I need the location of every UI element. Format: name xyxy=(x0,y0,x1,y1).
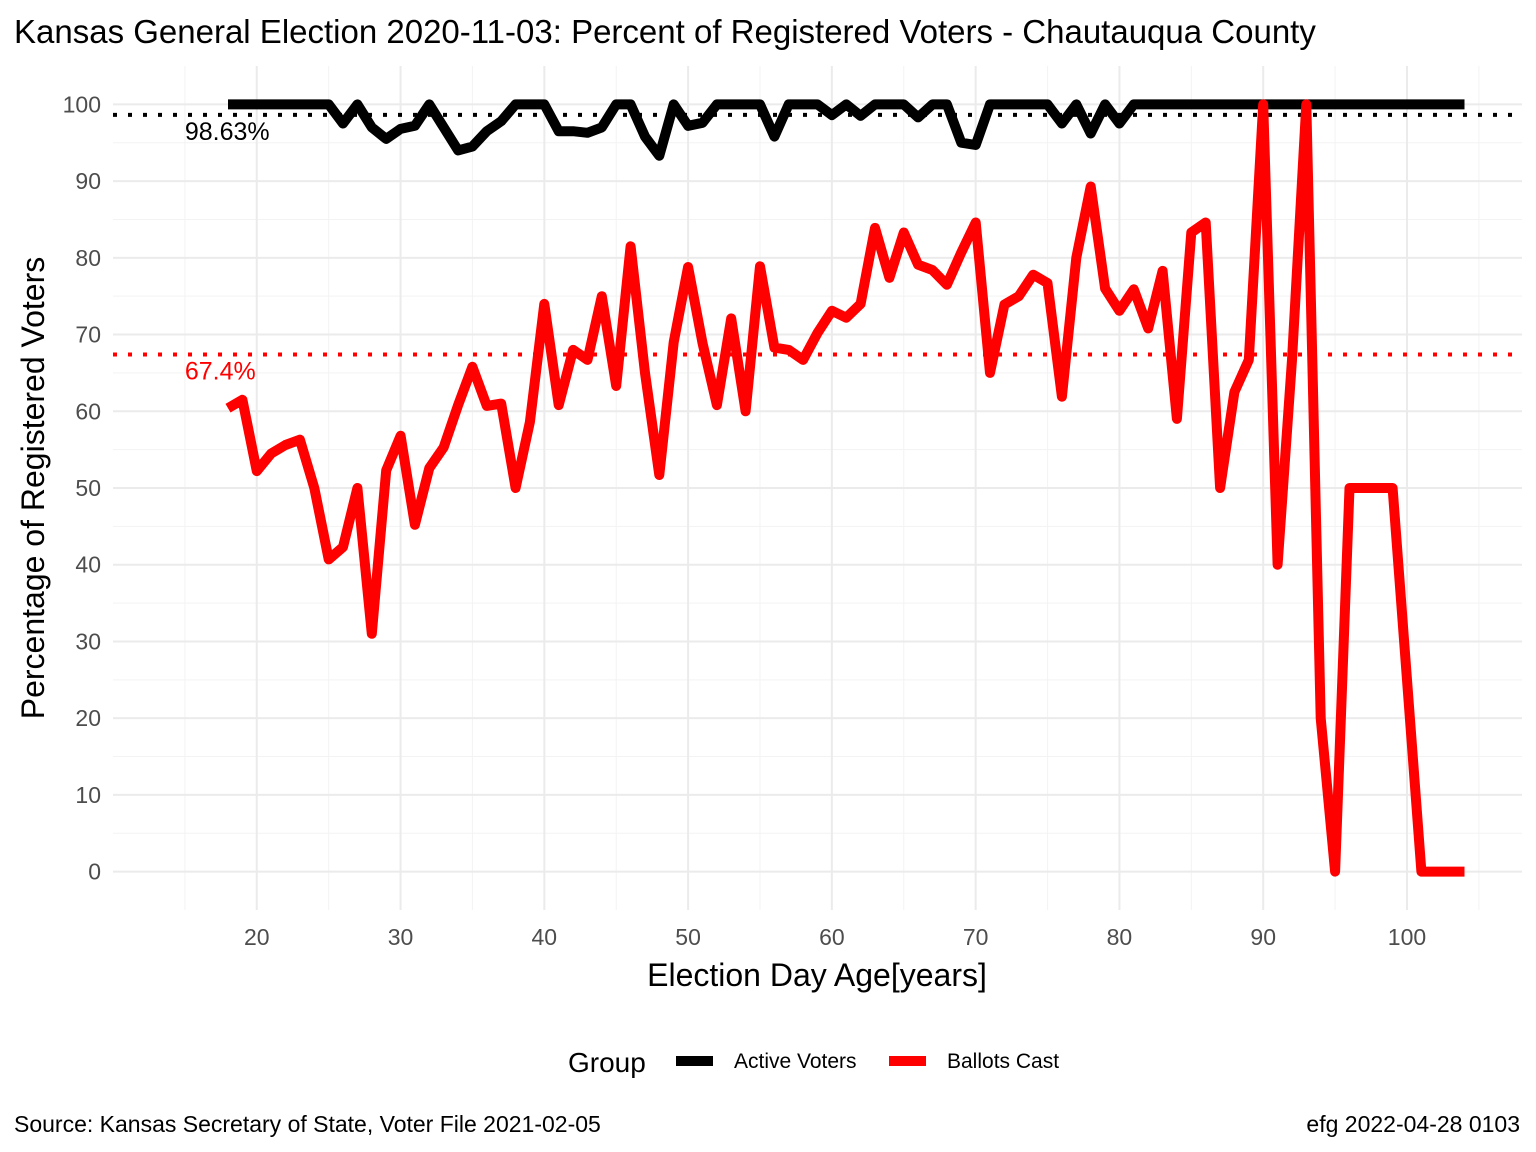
y-tick-label: 10 xyxy=(75,782,101,808)
x-tick-label: 30 xyxy=(388,924,414,950)
legend: Group Active Voters Ballots Cast xyxy=(568,1047,1059,1078)
reference-labels: 98.63% 67.4% xyxy=(185,118,270,386)
y-tick-label: 30 xyxy=(75,628,101,654)
y-tick-label: 40 xyxy=(75,552,101,578)
y-tick-label: 50 xyxy=(75,475,101,501)
x-tick-label: 50 xyxy=(675,924,701,950)
y-tick-label: 80 xyxy=(75,245,101,271)
series-line xyxy=(228,99,1465,161)
x-tick-label: 80 xyxy=(1107,924,1133,950)
reference-label: 67.4% xyxy=(185,357,256,385)
x-tick-label: 70 xyxy=(963,924,989,950)
y-tick-label: 70 xyxy=(75,322,101,348)
y-tick-label: 0 xyxy=(88,859,101,885)
grid xyxy=(113,66,1522,910)
y-tick-label: 20 xyxy=(75,705,101,731)
series-line xyxy=(225,99,1465,877)
x-tick-label: 20 xyxy=(244,924,270,950)
source-caption: Source: Kansas Secretary of State, Voter… xyxy=(14,1111,601,1137)
x-axis-ticks: 20 30 40 50 60 70 80 90 100 xyxy=(244,924,1426,950)
timestamp-caption: efg 2022-04-28 0103 xyxy=(1306,1111,1520,1137)
x-tick-label: 100 xyxy=(1388,924,1426,950)
x-tick-label: 60 xyxy=(819,924,845,950)
y-tick-label: 90 xyxy=(75,168,101,194)
chart-title: Kansas General Election 2020-11-03: Perc… xyxy=(14,13,1316,50)
y-tick-label: 100 xyxy=(63,91,101,117)
x-axis-title: Election Day Age[years] xyxy=(647,957,987,993)
legend-title: Group xyxy=(568,1047,646,1078)
y-axis-title: Percentage of Registered Voters xyxy=(15,257,51,720)
reference-label: 98.63% xyxy=(185,118,270,146)
legend-label: Active Voters xyxy=(734,1050,857,1073)
x-tick-label: 40 xyxy=(532,924,558,950)
x-tick-label: 90 xyxy=(1250,924,1276,950)
plot-panel: 98.63% 67.4% xyxy=(113,66,1522,910)
legend-label: Ballots Cast xyxy=(947,1050,1059,1073)
y-axis-ticks: 0 10 20 30 40 50 60 70 80 90 100 xyxy=(63,91,101,884)
y-tick-label: 60 xyxy=(75,398,101,424)
series-lines xyxy=(225,99,1465,877)
